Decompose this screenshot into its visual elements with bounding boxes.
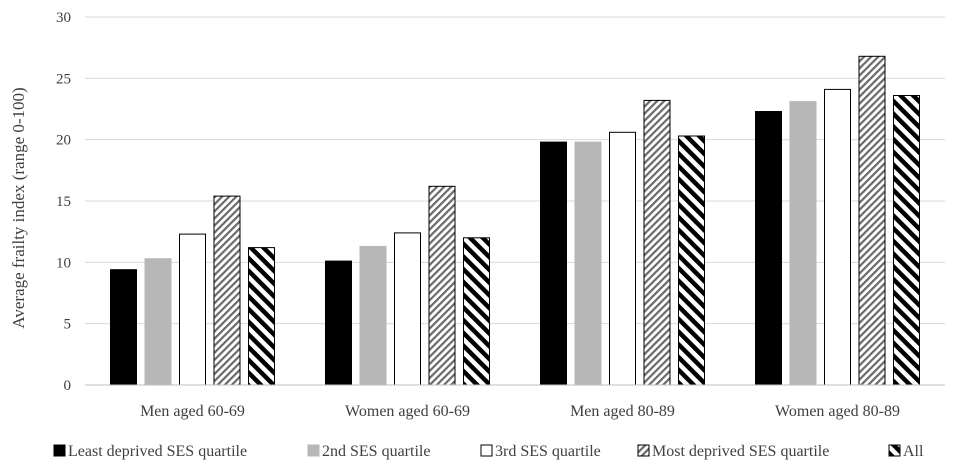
legend: Least deprived SES quartile 2nd SES quart… xyxy=(53,443,924,460)
bar xyxy=(824,88,851,386)
legend-label: All xyxy=(903,443,924,460)
bar xyxy=(893,95,920,386)
bar xyxy=(325,260,352,386)
y-axis-title: Average frailty index (range 0-100) xyxy=(9,87,28,328)
bar xyxy=(394,232,421,386)
bar xyxy=(574,141,602,386)
legend-label: Least deprived SES quartile xyxy=(68,443,247,460)
legend-swatch xyxy=(888,444,901,457)
bar xyxy=(179,233,206,386)
y-tick-label: 20 xyxy=(56,133,71,149)
y-axis-ticks: 0 5 10 15 20 25 30 xyxy=(56,10,71,394)
y-tick-label: 15 xyxy=(56,194,71,210)
bar xyxy=(609,131,636,386)
bar xyxy=(110,269,137,386)
y-tick-label: 30 xyxy=(56,10,71,26)
y-tick-label: 0 xyxy=(64,378,72,394)
y-tick-label: 5 xyxy=(64,317,72,333)
bar xyxy=(755,111,782,386)
legend-label: 3rd SES quartile xyxy=(495,443,601,460)
legend-swatch xyxy=(53,444,66,457)
bar xyxy=(540,141,567,386)
bar xyxy=(678,135,705,386)
y-tick-label: 25 xyxy=(56,71,71,87)
bar xyxy=(359,245,387,386)
x-category-label: Men aged 80-89 xyxy=(570,403,675,420)
bar xyxy=(858,55,886,386)
x-category-label: Men aged 60-69 xyxy=(140,403,245,420)
x-category-label: Women aged 80-89 xyxy=(775,403,900,420)
legend-label: Most deprived SES quartile xyxy=(652,443,829,460)
bars xyxy=(110,55,920,386)
y-tick-label: 10 xyxy=(56,255,71,271)
bar xyxy=(463,237,490,386)
bar xyxy=(428,185,456,386)
bar xyxy=(643,99,671,386)
x-category-label: Women aged 60-69 xyxy=(345,403,470,420)
legend-swatch xyxy=(480,444,493,457)
bar xyxy=(248,247,275,386)
bar xyxy=(789,101,817,386)
bar xyxy=(213,195,241,386)
legend-swatch xyxy=(637,444,650,457)
legend-swatch xyxy=(307,444,320,457)
legend-label: 2nd SES quartile xyxy=(322,443,430,460)
bar xyxy=(144,258,172,386)
x-axis: Men aged 60-69 Women aged 60-69 Men aged 8… xyxy=(85,384,945,420)
